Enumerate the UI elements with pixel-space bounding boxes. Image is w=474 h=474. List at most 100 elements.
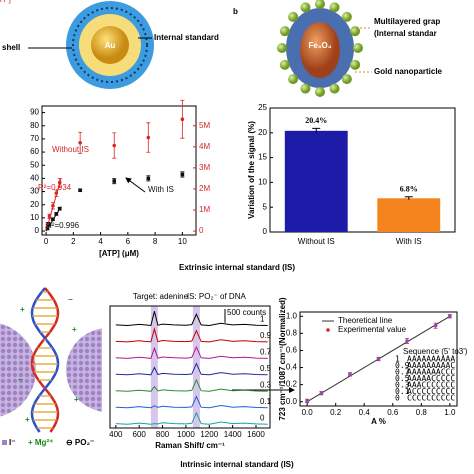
annotation: Target: adenine [133,292,189,301]
y-axis-label: Variation of the signal (%) [247,121,256,219]
y-tick-label: 20 [30,200,39,209]
y-tick-label: 0.2 [286,380,298,389]
series-label: Without IS [52,145,89,154]
dna-strand [30,287,60,433]
gold-nanoparticle [341,11,352,22]
spectrum [115,327,268,343]
point [78,141,82,145]
error-bar [312,127,321,134]
y-tick-label: 70 [30,134,39,143]
x-tick-label: 600 [133,430,147,439]
x-tick-label: 1200 [200,430,218,439]
spectrum [115,345,268,359]
y-tick-label: 15 [258,153,267,162]
x-tick-label: 2 [71,237,76,246]
table-cell: CCCCCCCCCC [407,394,455,403]
series-label: 0 [260,413,265,422]
y2-tick-label: 4M [199,142,210,151]
internal-standard-layer [72,7,148,83]
table-cell: 0.5 [395,374,410,383]
bar [284,130,348,232]
charge-symbol: − [18,375,23,384]
value-label: 6.8% [400,185,418,194]
gold-nanoparticle [288,11,299,22]
core-shell-diagram: Au shell Internal standard [2,1,219,89]
fit-line [45,206,62,232]
x-tick-label: 1600 [247,430,265,439]
y-tick-label: 0 [35,226,40,235]
x-tick-label: 400 [109,430,123,439]
y-axis-label: 723 cm⁻¹/1087 cm⁻¹(Normalized) [278,297,287,420]
gold-nanoparticle [279,59,290,70]
gold-nanoparticle [350,59,361,70]
y2-tick-label: 2M [199,184,210,193]
charge-symbol: + [20,305,25,314]
series-label: 0.9 [260,331,272,340]
table-cell: AAAAAAAAAC [407,361,455,370]
x-tick-label: 4 [98,237,103,246]
legend-label: Theoretical line [338,316,393,325]
y-tick-label: 10 [258,178,267,187]
gold-nanoparticle [329,83,340,94]
x-tick-label: 0.2 [330,408,342,417]
annotation: IS: PO₂⁻ of DNA [187,292,247,301]
gold-nanoparticle [315,87,325,97]
gold-nanoparticle [315,0,325,9]
plot-frame [269,107,456,233]
table-cell: 0.7 [395,368,410,377]
x-tick-label: 1400 [224,430,242,439]
panel-label: b [233,7,238,16]
y2-tick-label: 3M [199,163,210,172]
y-tick-label: 0.8 [286,328,298,337]
series-label: 0.7 [260,347,272,356]
table-cell: 0.3 [395,381,410,390]
plot-frame [109,305,271,429]
point [376,357,381,361]
x-axis-label: A % [371,417,386,426]
x-tick-label: 0.0 [302,408,314,417]
spectrum [115,411,268,425]
point [180,117,185,122]
graphene-label: Multilayered grap [374,17,440,26]
x-tick-label: 0.4 [359,408,371,417]
core-label: Au [105,41,116,50]
highlight-band [192,306,200,428]
graphene-label: (Internal standar [374,29,437,38]
fe3o4-core [300,22,340,78]
y2-axis-label: I[ATP] [0,0,11,4]
charge-symbol: + [25,415,30,424]
y-tick-label: 0.6 [286,346,298,355]
point [146,135,151,140]
y-tick-label: 0.4 [286,363,298,372]
ion-label: ⊖ PO₂⁻ [66,438,94,447]
gold-nanoparticle [300,2,311,13]
y-tick-label: 5 [263,202,268,211]
x-tick-label: 800 [156,430,170,439]
point [146,176,151,181]
x-tick-label: 6 [126,237,131,246]
table-cell: 0.1 [395,387,410,396]
ion-icon [2,440,7,445]
y-tick-label: 25 [258,103,267,112]
series-label: 0.3 [260,380,272,389]
series-label: 0.1 [260,397,272,406]
gold-label: Gold nanoparticle [374,67,443,76]
x-tick-label: 0.8 [416,408,428,417]
y-tick-label: 50 [30,160,39,169]
point [319,391,324,395]
point [348,372,352,377]
x-tick-label: 8 [153,237,158,246]
point [47,222,52,227]
ion-label: I⁻ [9,438,15,447]
nanoparticle [0,323,36,417]
series-label: 0.5 [260,364,272,373]
x-axis-label: [ATP] (μM) [99,249,139,258]
x-tick-label: 0 [44,237,49,246]
charge-symbol: + [74,395,79,404]
y-tick-label: 20 [258,128,267,137]
gold-nanoparticle [277,43,287,53]
gold-nanoparticle [288,74,299,85]
annotation: R²=0.996 [46,221,80,230]
y2-tick-label: 5M [199,121,210,130]
